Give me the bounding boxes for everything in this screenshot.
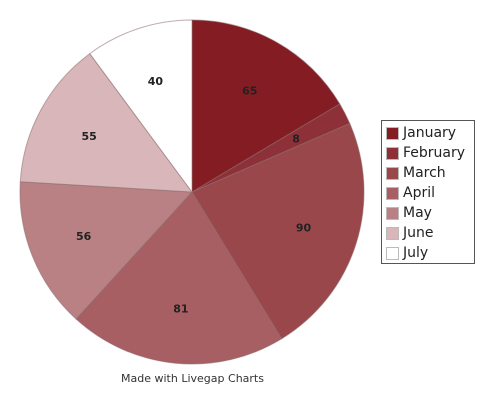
legend-swatch	[386, 166, 399, 180]
pie-slice-april	[75, 191, 283, 365]
legend-swatch	[386, 146, 399, 160]
legend-item-may: May	[386, 203, 474, 223]
pie-slice-may	[19, 181, 194, 320]
legend-item-june: June	[386, 223, 474, 243]
legend-swatch	[386, 206, 399, 220]
legend-label: May	[403, 205, 432, 221]
legend-label: June	[403, 225, 434, 241]
data-label-may: 56	[76, 230, 92, 243]
pie-slice-march	[191, 122, 365, 340]
data-label-april: 81	[173, 302, 188, 315]
data-label-march: 90	[296, 221, 312, 234]
legend-swatch	[386, 246, 399, 260]
pie-slice-july	[89, 19, 193, 194]
legend-item-july: July	[386, 243, 474, 263]
legend-label: April	[403, 185, 435, 201]
legend-label: July	[403, 245, 429, 261]
legend-swatch	[386, 226, 399, 240]
legend-label: January	[403, 125, 457, 141]
pie-slice-january	[191, 19, 341, 193]
data-label-july: 40	[148, 75, 164, 88]
legend-item-february: February	[386, 143, 474, 163]
chart-credit: Made with Livegap Charts	[121, 372, 264, 385]
legend-swatch	[386, 126, 399, 140]
legend-label: February	[403, 145, 466, 161]
legend-item-april: April	[386, 183, 474, 203]
legend-item-march: March	[386, 163, 474, 183]
legend-label: March	[403, 165, 446, 181]
legend: January February March April May June July	[381, 120, 475, 264]
legend-item-january: January	[386, 123, 474, 143]
data-label-february: 8	[292, 133, 300, 146]
data-label-june: 55	[82, 130, 97, 143]
pie-slice-june	[19, 52, 194, 193]
legend-swatch	[386, 186, 399, 200]
data-label-january: 65	[242, 84, 257, 97]
